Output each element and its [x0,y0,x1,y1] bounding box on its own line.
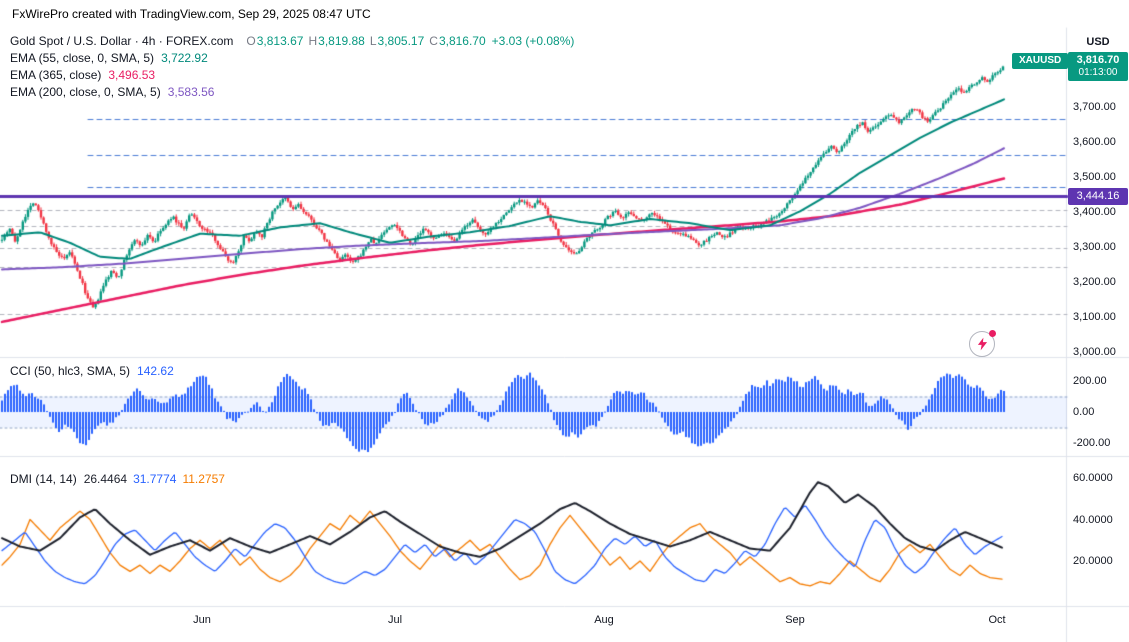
price-axis-label: 3,000.00 [1073,346,1116,358]
open-label: O [246,34,256,48]
time-axis-label: Aug [594,614,614,626]
dmi-axis-label: 40.0000 [1073,514,1113,526]
ema365-value: 3,496.53 [108,68,156,82]
high-value: 3,819.88 [318,34,365,48]
ema55-legend-row[interactable]: EMA (55, close, 0, SMA, 5) 3,722.92 [10,50,574,67]
change-value: +3.03 (+0.08%) [491,34,575,48]
attribution-bar: FxWirePro created with TradingView.com, … [0,0,1129,28]
low-label: L [369,34,377,48]
level-price-badge: 3,444.16 [1068,188,1128,205]
ema200-legend-row[interactable]: EMA (200, close, 0, SMA, 5) 3,583.56 [10,84,574,101]
notification-dot [989,330,996,337]
price-axis-label: 3,700.00 [1073,101,1116,113]
ema200-value: 3,583.56 [167,85,215,99]
price-axis-label: 3,100.00 [1073,311,1116,323]
main-pane-legend: Gold Spot / U.S. Dollar · 4h · FOREX.com… [10,33,574,101]
attribution-text: FxWirePro created with TradingView.com, … [12,7,371,21]
last-price-badge: 3,816.70 01:13:00 [1068,52,1128,81]
cci-axis-label: 200.00 [1073,375,1107,387]
cci-axis-label: -200.00 [1073,437,1111,449]
dmi-minus-di-value: 11.2757 [182,472,225,486]
price-axis-label: 3,500.00 [1073,171,1116,183]
open-value: 3,813.67 [256,34,304,48]
cci-pane-legend: CCI (50, hlc3, SMA, 5) 142.62 [10,363,180,380]
time-axis-label: Sep [785,614,805,626]
dmi-pane-legend: DMI (14, 14) 26.4464 31.7774 11.2757 [10,471,231,488]
dmi-legend-row[interactable]: DMI (14, 14) 26.4464 31.7774 11.2757 [10,471,231,488]
cci-axis-label: 0.00 [1073,406,1095,418]
time-axis-label: Oct [988,614,1006,626]
ema55-label: EMA (55, close, 0, SMA, 5) [10,51,155,65]
cci-legend-row[interactable]: CCI (50, hlc3, SMA, 5) 142.62 [10,363,180,380]
ema55-value: 3,722.92 [161,51,208,65]
ema365-legend-row[interactable]: EMA (365, close) 3,496.53 [10,67,574,84]
ema365-label: EMA (365, close) [10,68,102,82]
cci-label: CCI (50, hlc3, SMA, 5) [10,364,131,378]
quick-trade-button[interactable] [969,330,996,357]
time-axis-label: Jul [387,614,403,626]
close-label: C [429,34,438,48]
dmi-plus-di-value: 31.7774 [133,472,177,486]
time-axis-label: Jun [193,614,211,626]
ema200-label: EMA (200, close, 0, SMA, 5) [10,85,161,99]
price-axis-label: 3,200.00 [1073,276,1116,288]
price-axis[interactable]: USD 3,816.70 01:13:00 3,444.16 3,700.00 3… [1067,0,1129,642]
close-value: 3,816.70 [438,34,486,48]
last-price: 3,816.70 [1076,54,1120,66]
price-axis-label: 3,300.00 [1073,241,1116,253]
dmi-label: DMI (14, 14) [10,472,77,486]
dmi-adx-value: 26.4464 [83,472,128,486]
high-label: H [308,34,318,48]
symbol-price-label: XAUUSD [1012,53,1069,69]
symbol-title: Gold Spot / U.S. Dollar · 4h · FOREX.com [10,34,234,48]
bar-close-countdown: 01:13:00 [1078,67,1118,78]
lightning-icon [977,337,987,351]
price-axis-label: 3,400.00 [1073,206,1116,218]
cci-value: 142.62 [137,364,174,378]
dmi-axis-label: 60.0000 [1073,472,1113,484]
price-axis-label: 3,600.00 [1073,136,1116,148]
time-axis[interactable]: Jun Jul Aug Sep Oct [0,607,1067,642]
currency-label: USD [1086,36,1110,48]
dmi-axis-label: 20.0000 [1073,555,1113,567]
low-value: 3,805.17 [377,34,425,48]
symbol-legend-row[interactable]: Gold Spot / U.S. Dollar · 4h · FOREX.com… [10,33,574,50]
